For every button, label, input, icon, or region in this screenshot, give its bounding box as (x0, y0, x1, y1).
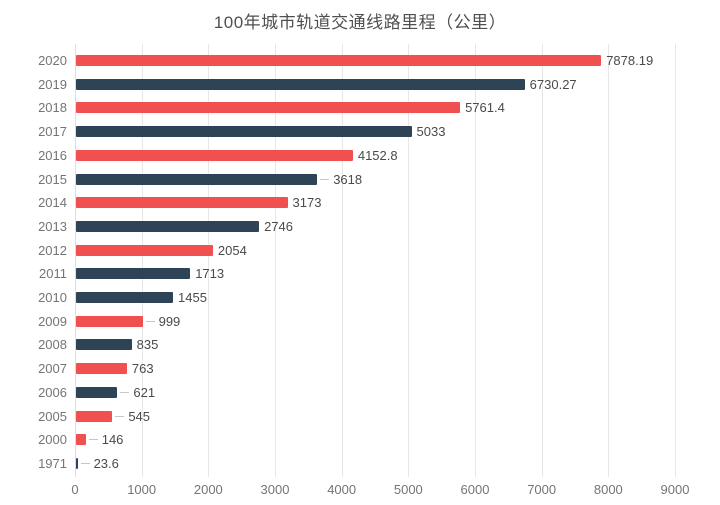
x-gridline (141, 44, 143, 477)
y-axis-category-label: 1971 (38, 455, 67, 471)
x-axis-tick-label: 2000 (193, 482, 223, 497)
x-axis-tick-label: 6000 (460, 482, 490, 497)
x-gridline (541, 44, 543, 477)
bar (76, 315, 143, 327)
x-gridline (675, 44, 676, 477)
bar (76, 173, 318, 185)
x-axis-tick-label: 3000 (260, 482, 290, 497)
x-axis-tick-label: 5000 (393, 482, 423, 497)
x-axis-tick-label: 4000 (327, 482, 357, 497)
bar (76, 386, 118, 398)
bar (76, 244, 213, 256)
y-axis-category-label: 2016 (38, 147, 67, 163)
label-leader-line (120, 391, 130, 393)
y-axis-category-label: 2015 (38, 171, 67, 187)
x-gridline (275, 44, 276, 477)
y-axis-category-label: 2005 (38, 408, 67, 424)
bar (76, 363, 127, 375)
x-gridline (475, 44, 476, 477)
bar (76, 197, 288, 209)
bar-value-label: 4152.8 (357, 147, 398, 163)
y-axis-category-label: 2006 (38, 384, 67, 400)
y-axis-category-label: 2018 (38, 100, 67, 116)
bar (76, 410, 113, 422)
bar-value-label: 5761.4 (465, 100, 505, 116)
y-axis-category-label: 2008 (38, 337, 67, 353)
bar (76, 339, 132, 351)
x-axis-tick-label: 8000 (593, 482, 623, 497)
y-axis-category-label: 2010 (38, 290, 67, 305)
y-axis-category-label: 2020 (38, 53, 67, 68)
label-leader-line (145, 320, 155, 322)
bar (76, 434, 86, 446)
bar-value-label: 3173 (292, 195, 322, 211)
chart-title: 100年城市轨道交通线路里程（公里） (213, 13, 507, 32)
bar-value-label: 7878.19 (606, 53, 654, 68)
bar-value-label: 835 (136, 337, 159, 353)
y-axis-category-label: 2014 (38, 195, 67, 211)
x-axis-tick-label: 1000 (127, 482, 157, 497)
bar (76, 292, 173, 303)
y-axis-category-label: 2000 (38, 432, 67, 448)
bar (76, 55, 602, 66)
x-gridline (208, 44, 210, 477)
x-gridline (75, 44, 76, 477)
bar-value-label: 146 (101, 432, 124, 448)
x-gridline (408, 44, 410, 477)
y-axis-category-label: 2011 (39, 266, 67, 282)
bar (76, 457, 78, 469)
label-leader-line (88, 439, 98, 441)
label-leader-line (115, 415, 125, 417)
x-axis-tick-label: 9000 (660, 482, 690, 497)
y-axis-category-label: 2007 (38, 361, 67, 377)
x-axis-tick-label: 7000 (527, 482, 557, 497)
x-gridline (341, 44, 343, 477)
y-axis-category-label: 2017 (38, 124, 67, 140)
bar-value-label: 999 (158, 313, 181, 329)
bar-value-label: 2054 (217, 242, 247, 258)
bar-value-label: 23.6 (93, 455, 119, 471)
bar (76, 78, 525, 90)
bar-value-label: 1713 (195, 266, 225, 282)
bar-value-label: 763 (131, 361, 154, 377)
bar (76, 220, 260, 232)
bar-value-label: 621 (133, 384, 156, 400)
y-axis-category-label: 2009 (38, 313, 67, 329)
x-axis-tick-label: 0 (71, 482, 79, 497)
y-axis-category-label: 2012 (38, 242, 67, 258)
bar (76, 149, 353, 161)
x-gridline (608, 44, 610, 477)
bar-value-label: 5033 (416, 124, 446, 140)
bar (76, 102, 461, 114)
bar-value-label: 545 (128, 408, 151, 424)
bar-value-label: 6730.27 (529, 76, 577, 92)
bar (76, 268, 191, 280)
label-leader-line (80, 462, 90, 464)
y-axis-category-label: 2013 (38, 218, 67, 234)
bar-value-label: 1455 (178, 290, 207, 305)
bar-value-label: 3618 (333, 171, 363, 187)
label-leader-line (320, 178, 330, 180)
y-axis-category-label: 2019 (38, 76, 67, 92)
bar (76, 126, 412, 138)
bar-value-label: 2746 (264, 218, 293, 234)
